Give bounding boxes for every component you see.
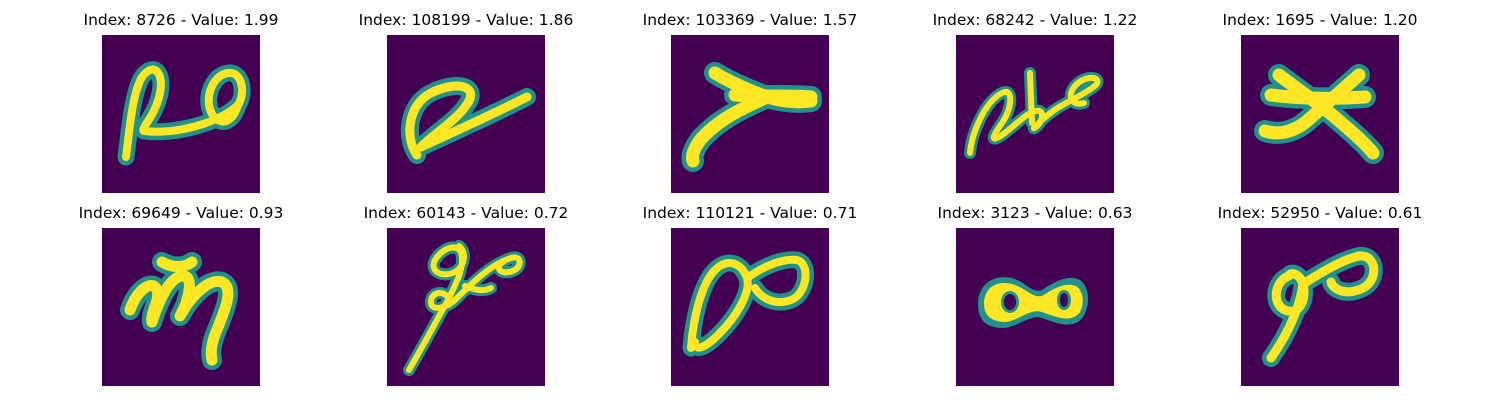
image-panel-1: Index: 8726 - Value: 1.99 bbox=[84, 11, 278, 193]
thick-eight-glyph bbox=[956, 228, 1114, 386]
panel-title: Index: 8726 - Value: 1.99 bbox=[83, 11, 279, 29]
x-shape-glyph bbox=[1241, 35, 1399, 193]
panel-title: Index: 52950 - Value: 0.61 bbox=[1217, 204, 1423, 222]
image-panel-6: Index: 69649 - Value: 0.93 bbox=[79, 204, 283, 386]
panel-title: Index: 1695 - Value: 1.20 bbox=[1222, 11, 1418, 29]
image-panel-2: Index: 108199 - Value: 1.86 bbox=[359, 11, 573, 193]
scribble-glyph bbox=[387, 228, 545, 386]
loop-pair-glyph bbox=[102, 35, 260, 193]
image-panel-9: Index: 3123 - Value: 0.63 bbox=[938, 204, 1132, 386]
panel-title: Index: 3123 - Value: 0.63 bbox=[937, 204, 1133, 222]
panel-title: Index: 60143 - Value: 0.72 bbox=[363, 204, 569, 222]
image-panel-8: Index: 110121 - Value: 0.71 bbox=[643, 204, 857, 386]
image-panel-4: Index: 68242 - Value: 1.22 bbox=[933, 11, 1137, 193]
infinity-glyph bbox=[671, 228, 829, 386]
slanted-loop-glyph bbox=[387, 35, 545, 193]
panel-title: Index: 108199 - Value: 1.86 bbox=[358, 11, 574, 29]
m-shape-glyph bbox=[102, 228, 260, 386]
image-panel-5: Index: 1695 - Value: 1.20 bbox=[1223, 11, 1417, 193]
panel-title: Index: 110121 - Value: 0.71 bbox=[642, 204, 858, 222]
cursive-loops-glyph bbox=[956, 35, 1114, 193]
y-shape-glyph bbox=[671, 35, 829, 193]
image-panel-10: Index: 52950 - Value: 0.61 bbox=[1218, 204, 1422, 386]
nine-loop-glyph bbox=[1241, 228, 1399, 386]
panel-title: Index: 103369 - Value: 1.57 bbox=[642, 11, 858, 29]
panel-title: Index: 69649 - Value: 0.93 bbox=[78, 204, 284, 222]
image-panel-7: Index: 60143 - Value: 0.72 bbox=[364, 204, 568, 386]
image-panel-3: Index: 103369 - Value: 1.57 bbox=[643, 11, 857, 193]
panel-title: Index: 68242 - Value: 1.22 bbox=[932, 11, 1138, 29]
